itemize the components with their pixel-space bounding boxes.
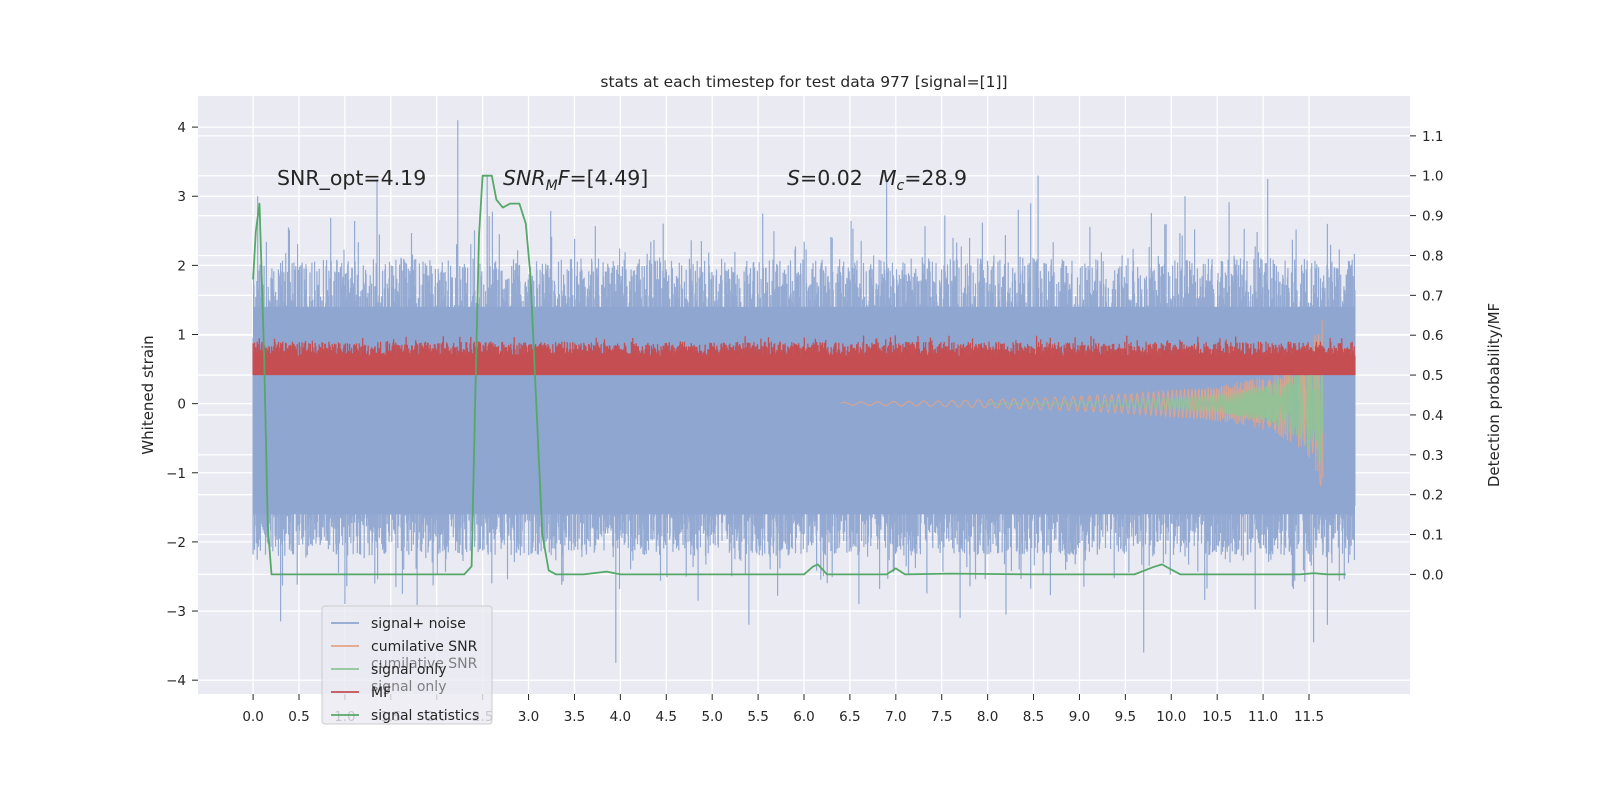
x-tick-label: 8.5 [1023,709,1044,725]
y-tick-label: −2 [166,535,186,551]
y2-tick-label: 0.5 [1422,368,1443,384]
legend-box [321,605,493,725]
legend-ghost-label: signal only [371,679,446,695]
y2-tick-label: 0.6 [1422,328,1443,344]
y2-tick-label: 0.3 [1422,448,1443,464]
s-value: =0.02 [800,166,863,190]
y-tick-label: −3 [166,604,186,620]
y2-tick-label: 0.9 [1422,209,1443,225]
mc-sub: c [897,178,905,194]
chart-title: stats at each timestep for test data 977… [600,73,1007,91]
y-tick-label: 1 [177,328,186,344]
x-tick-label: 3.5 [564,709,585,725]
snr-mf-sub: M [546,178,558,194]
x-tick-label: 11.5 [1294,709,1324,725]
mc-letter: M [879,166,897,190]
snr-mf-rest-f: F [558,166,571,190]
y2-tick-label: 1.0 [1422,169,1443,185]
x-tick-label: 3.0 [518,709,539,725]
x-tick-label: 9.0 [1069,709,1090,725]
x-tick-label: 8.0 [977,709,998,725]
y2-axis-label: Detection probability/MF [1485,303,1503,487]
snr-opt-annotation: SNR_opt=4.19 [277,166,426,191]
y2-tick-label: 1.1 [1422,129,1443,145]
y-tick-label: 4 [177,120,186,136]
x-tick-label: 0.0 [242,709,263,725]
mc-value: =28.9 [904,166,967,190]
s-mc-annotation: S=0.02 Mc=28.9 [787,166,967,194]
y-tick-label: 0 [177,397,186,413]
s-letter: S [787,166,800,190]
legend-entry-label: MF [371,685,391,701]
y-axis-label: Whitened strain [139,335,157,454]
y2-tick-label: 0.2 [1422,488,1443,504]
snr-mf-annotation: SNRMF=[4.49] [503,166,648,194]
x-tick-label: 5.5 [747,709,768,725]
legend-entry-label: signal+ noise [371,616,466,632]
y2-tick-label: 0.4 [1422,408,1443,424]
x-tick-label: 6.5 [839,709,860,725]
x-tick-label: 5.0 [701,709,722,725]
right-axis: 1.1 1.0 0.9 0.8 0.7 0.6 0.5 0.4 0.3 0.2 0.1 0.0 [1410,129,1443,583]
legend-ghost-label: cumilative SNR [371,656,478,672]
left-axis: 4 3 2 1 0 −1 −2 −3 −4 [166,120,198,689]
y2-tick-label: 0.8 [1422,248,1443,264]
x-tick-label: 11.0 [1248,709,1278,725]
x-tick-label: 6.0 [793,709,814,725]
legend-entry-label: signal statistics [371,708,479,724]
y-tick-label: 2 [177,258,186,274]
series-layer [252,120,1356,663]
x-tick-label: 4.5 [656,709,677,725]
legend-entry-label: cumilative SNR [371,639,478,655]
y2-tick-label: 0.1 [1422,528,1443,544]
signal-statistics-series [252,174,1346,576]
y2-tick-label: 0.7 [1422,288,1443,304]
x-tick-label: 10.0 [1156,709,1186,725]
snr-mf-rest: =[4.49] [569,166,648,190]
y-tick-label: −1 [166,466,186,482]
legend-entry-label: signal only [371,662,446,678]
x-tick-label: 7.5 [931,709,952,725]
x-tick-label: 0.5 [288,709,309,725]
signal-only-series [987,340,1324,463]
x-tick-label: 4.0 [610,709,631,725]
snr-mf-base: SNR [503,166,546,190]
x-tick-label: 10.5 [1202,709,1232,725]
mf-series [252,335,1356,376]
y-tick-label: 3 [177,189,186,205]
x-tick-label: 7.0 [885,709,906,725]
x-tick-label: 9.5 [1115,709,1136,725]
cumulative-snr-series [840,319,1324,487]
y-tick-label: −4 [166,673,186,689]
y2-tick-label: 0.0 [1422,567,1443,583]
